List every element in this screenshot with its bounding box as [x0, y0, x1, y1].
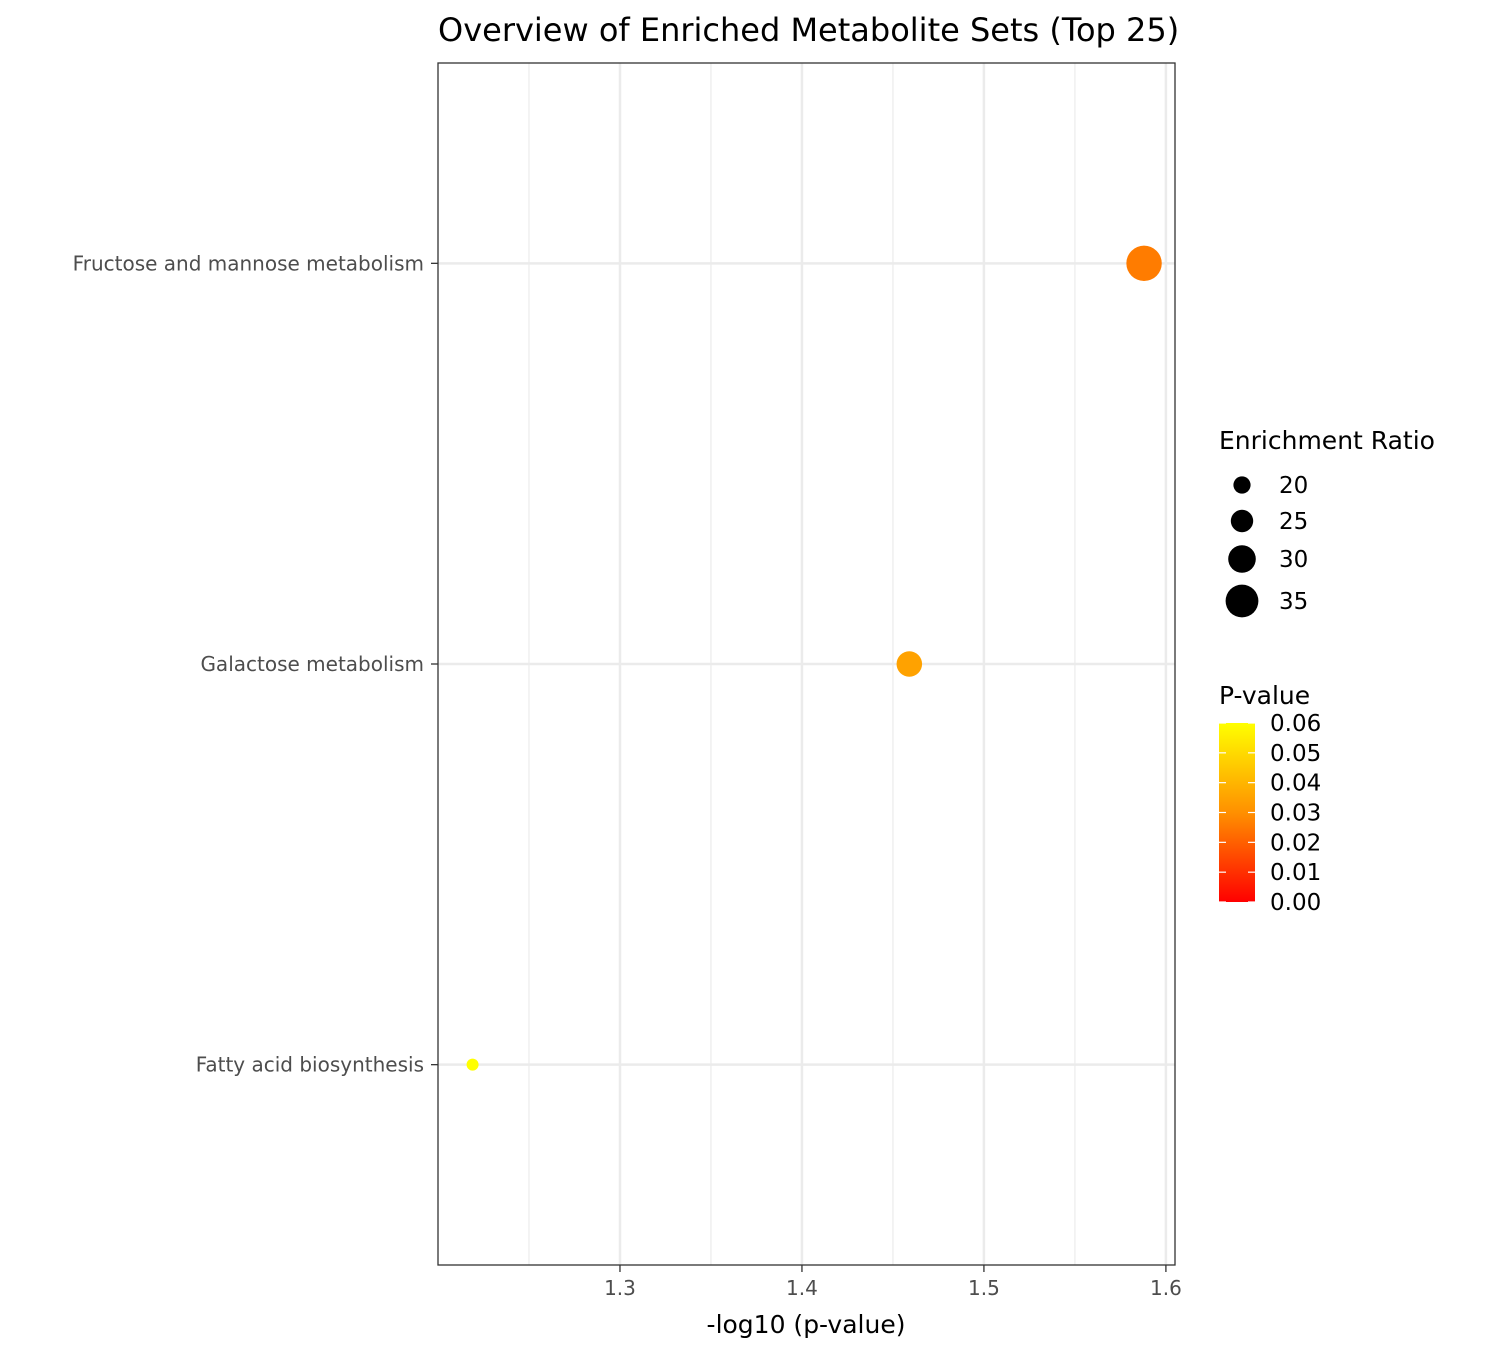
- y-axis: Fructose and mannose metabolism Galactose…: [73, 251, 438, 1077]
- data-point: [896, 651, 923, 677]
- grid-major: [438, 63, 1175, 1265]
- size-legend-key: [1233, 476, 1251, 494]
- size-legend-label: 30: [1279, 547, 1308, 573]
- color-legend-label: 0.03: [1270, 801, 1321, 827]
- size-legend-label: 35: [1279, 589, 1308, 615]
- size-legend-label: 25: [1279, 509, 1308, 535]
- size-legend-key: [1230, 509, 1254, 533]
- size-legend-label: 20: [1279, 473, 1308, 499]
- color-legend-title: P-value: [1219, 681, 1310, 710]
- y-tick-label: Fructose and mannose metabolism: [73, 251, 424, 275]
- color-legend-label: 0.06: [1270, 711, 1321, 737]
- color-legend-label: 0.00: [1270, 890, 1321, 916]
- x-axis-title: -log10 (p-value): [707, 1310, 906, 1339]
- size-legend-key: [1225, 584, 1259, 618]
- size-legend-key: [1228, 545, 1256, 573]
- color-legend-label: 0.04: [1270, 771, 1321, 797]
- x-tick-label: 1.5: [968, 1276, 1000, 1300]
- color-legend-label: 0.05: [1270, 741, 1321, 767]
- y-tick-label: Fatty acid biosynthesis: [196, 1053, 424, 1077]
- x-tick-label: 1.4: [786, 1276, 818, 1300]
- data-point: [466, 1058, 479, 1071]
- data-point: [1126, 245, 1162, 282]
- color-legend-label: 0.02: [1270, 830, 1321, 856]
- color-legend: P-value 0.06 0.05 0.04 0.03 0.02 0.01 0.00: [1219, 681, 1321, 916]
- x-tick-label: 1.6: [1150, 1276, 1182, 1300]
- x-axis: 1.3 1.4 1.5 1.6: [604, 1265, 1182, 1300]
- y-tick-label: Galactose metabolism: [200, 652, 424, 676]
- data-points: [466, 245, 1162, 1071]
- x-tick-label: 1.3: [604, 1276, 636, 1300]
- size-legend-title: Enrichment Ratio: [1219, 426, 1435, 455]
- size-legend: Enrichment Ratio 20 25 30 35: [1219, 426, 1435, 618]
- chart-title: Overview of Enriched Metabolite Sets (To…: [438, 11, 1179, 49]
- color-legend-label: 0.01: [1270, 860, 1321, 886]
